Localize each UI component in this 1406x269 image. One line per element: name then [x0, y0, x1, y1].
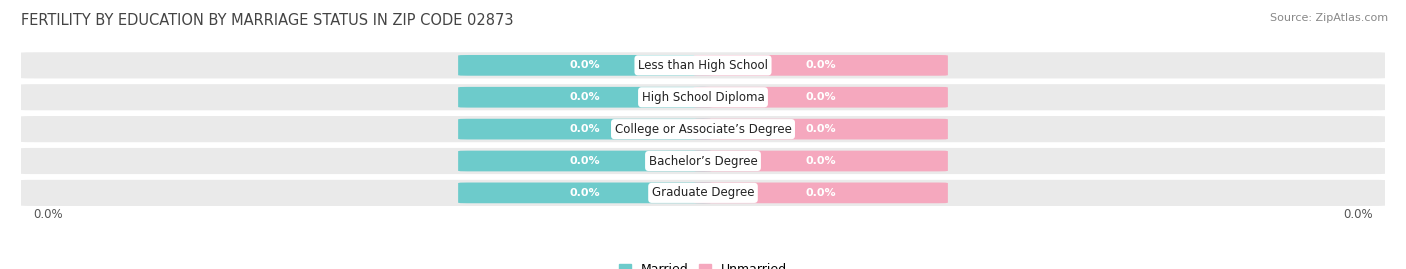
FancyBboxPatch shape [15, 180, 1391, 206]
Text: 0.0%: 0.0% [569, 124, 600, 134]
Text: 0.0%: 0.0% [806, 124, 837, 134]
Text: Source: ZipAtlas.com: Source: ZipAtlas.com [1270, 13, 1388, 23]
FancyBboxPatch shape [458, 151, 713, 171]
Text: 0.0%: 0.0% [806, 92, 837, 102]
Text: 0.0%: 0.0% [806, 60, 837, 70]
FancyBboxPatch shape [15, 116, 1391, 142]
Legend: Married, Unmarried: Married, Unmarried [613, 258, 793, 269]
Text: 0.0%: 0.0% [806, 156, 837, 166]
Text: 0.0%: 0.0% [806, 188, 837, 198]
Text: Bachelor’s Degree: Bachelor’s Degree [648, 154, 758, 168]
Text: 0.0%: 0.0% [569, 92, 600, 102]
FancyBboxPatch shape [693, 119, 948, 140]
FancyBboxPatch shape [458, 55, 713, 76]
Text: FERTILITY BY EDUCATION BY MARRIAGE STATUS IN ZIP CODE 02873: FERTILITY BY EDUCATION BY MARRIAGE STATU… [21, 13, 513, 29]
FancyBboxPatch shape [693, 55, 948, 76]
Text: 0.0%: 0.0% [569, 188, 600, 198]
Text: 0.0%: 0.0% [1343, 208, 1372, 221]
Text: 0.0%: 0.0% [569, 60, 600, 70]
Text: 0.0%: 0.0% [34, 208, 63, 221]
FancyBboxPatch shape [693, 183, 948, 203]
FancyBboxPatch shape [458, 183, 713, 203]
FancyBboxPatch shape [693, 87, 948, 108]
FancyBboxPatch shape [15, 84, 1391, 110]
Text: 0.0%: 0.0% [569, 156, 600, 166]
FancyBboxPatch shape [15, 148, 1391, 174]
FancyBboxPatch shape [15, 52, 1391, 79]
FancyBboxPatch shape [693, 151, 948, 171]
Text: College or Associate’s Degree: College or Associate’s Degree [614, 123, 792, 136]
Text: Graduate Degree: Graduate Degree [652, 186, 754, 199]
Text: Less than High School: Less than High School [638, 59, 768, 72]
Text: High School Diploma: High School Diploma [641, 91, 765, 104]
FancyBboxPatch shape [458, 119, 713, 140]
FancyBboxPatch shape [458, 87, 713, 108]
